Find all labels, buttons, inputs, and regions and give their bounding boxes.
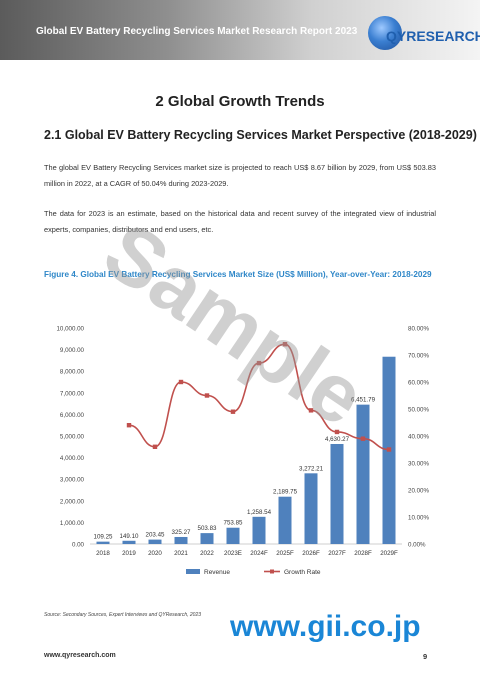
bar: [174, 536, 188, 544]
report-title: Global EV Battery Recycling Services Mar…: [36, 26, 358, 37]
x-tick-label: 2020: [148, 550, 162, 557]
y2-tick-label: 30.00%: [408, 461, 429, 468]
y-tick-label: 7,000.00: [60, 390, 85, 397]
qyresearch-logo: QYRESEARCH: [360, 14, 480, 54]
legend-revenue-label: Revenue: [204, 569, 230, 576]
bar: [252, 516, 266, 544]
section-title: 2 Global Growth Trends: [155, 93, 325, 110]
growth-rate-point: [360, 436, 366, 441]
subsection-title: 2.1 Global EV Battery Recycling Services…: [44, 128, 477, 142]
report-header: Global EV Battery Recycling Services Mar…: [0, 0, 480, 60]
y2-tick-label: 80.00%: [408, 326, 429, 333]
globe-icon: [368, 16, 402, 50]
y2-tick-label: 20.00%: [408, 488, 429, 495]
growth-rate-point: [386, 447, 392, 452]
growth-rate-point: [126, 423, 132, 428]
y2-tick-label: 40.00%: [408, 434, 429, 441]
page-number: 9: [423, 652, 428, 661]
figure-caption: Figure 4. Global EV Battery Recycling Se…: [44, 270, 432, 279]
y-tick-label: 1,000.00: [60, 520, 85, 527]
growth-rate-point: [334, 429, 340, 435]
bar: [200, 533, 214, 544]
source-note: Source: Secondary Sources, Expert Interv…: [44, 612, 202, 618]
y-tick-label: 3,000.00: [60, 477, 85, 484]
growth-rate-point: [308, 408, 314, 413]
bar-value-label: 2,189.75: [273, 489, 298, 496]
y-tick-label: 8,000.00: [60, 369, 85, 376]
y-tick-label: 4,000.00: [60, 455, 85, 462]
legend-growth-marker: [270, 569, 274, 574]
y2-tick-label: 10.00%: [408, 515, 429, 522]
bar: [330, 443, 344, 544]
growth-rate-point: [178, 379, 184, 385]
bar: [278, 496, 292, 544]
bar-value-label: 203.45: [146, 532, 165, 539]
x-tick-label: 2026F: [302, 550, 320, 557]
y-tick-label: 5,000.00: [60, 434, 85, 441]
bar-value-label: 753.85: [224, 520, 243, 527]
bar: [96, 541, 110, 544]
growth-rate-point: [204, 393, 210, 398]
bar: [122, 540, 136, 544]
bar: [226, 527, 240, 544]
growth-rate-point: [230, 409, 236, 414]
bar: [304, 473, 318, 544]
x-tick-label: 2021: [174, 550, 188, 557]
legend-revenue-swatch: [186, 569, 200, 574]
x-tick-label: 2025F: [276, 550, 294, 557]
y-tick-label: 10,000.00: [56, 326, 84, 333]
bar-value-label: 6,451.79: [351, 397, 376, 404]
gii-watermark: www.gii.co.jp: [230, 610, 421, 643]
x-tick-label: 2027F: [328, 550, 346, 557]
x-tick-label: 2029F: [380, 550, 398, 557]
y-tick-label: 2,000.00: [60, 498, 85, 505]
x-tick-label: 2019: [122, 550, 136, 557]
bar-value-label: 503.83: [198, 525, 217, 532]
paragraph-1: The global EV Battery Recycling Services…: [44, 163, 436, 188]
y2-tick-label: 60.00%: [408, 380, 429, 387]
bar-value-label: 3,272.21: [299, 465, 324, 472]
growth-rate-point: [256, 360, 262, 366]
market-size-chart: 0.00 1,000.00 2,000.00 3,000.00 4,000.00 5,00…: [56, 326, 429, 577]
x-tick-label: 2028F: [354, 550, 372, 557]
y-tick-label: 6,000.00: [60, 412, 85, 419]
x-tick-label: 2022: [200, 550, 214, 557]
legend-growth-label: Growth Rate: [284, 569, 321, 576]
y2-tick-label: 50.00%: [408, 407, 429, 414]
x-tick-label: 2018: [96, 550, 110, 557]
bar-value-label: 109.25: [94, 534, 113, 541]
y-tick-label: 9,000.00: [60, 347, 85, 354]
paragraph-2: The data for 2023 is an estimate, based …: [44, 209, 436, 234]
footer-url[interactable]: www.qyresearch.com: [44, 652, 116, 659]
x-tick-label: 2023E: [224, 550, 242, 557]
bar: [148, 539, 162, 544]
bar-value-label: 325.27: [172, 529, 191, 536]
logo-text: QYRESEARCH: [386, 28, 480, 44]
y-tick-label: 0.00: [72, 542, 85, 549]
bar-value-label: 4,630.27: [325, 436, 350, 443]
bar: [356, 404, 370, 544]
bar-value-label: 149.10: [120, 533, 139, 540]
y2-tick-label: 0.00%: [408, 542, 426, 549]
growth-rate-point: [152, 444, 158, 449]
growth-rate-point: [282, 342, 288, 347]
y2-tick-label: 70.00%: [408, 353, 429, 360]
bar-value-label: 1,258.54: [247, 509, 272, 516]
x-tick-label: 2024F: [250, 550, 268, 557]
